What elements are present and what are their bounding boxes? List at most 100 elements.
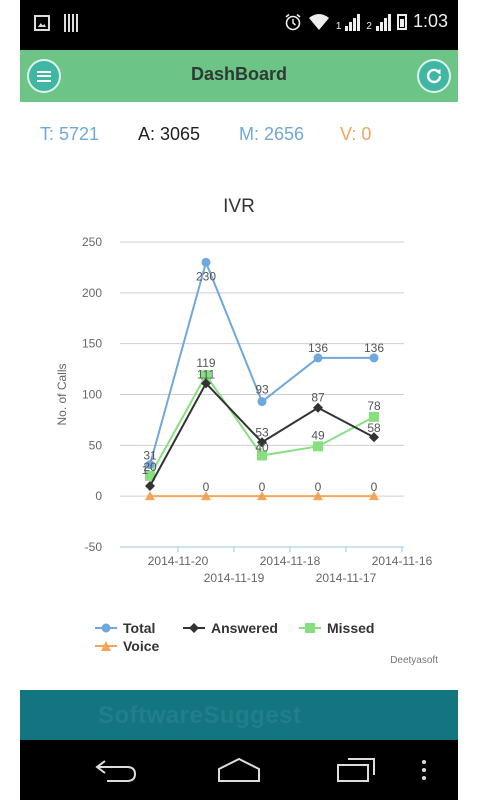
data-point-voice [257,491,267,501]
y-tick-label: -50 [85,540,103,554]
status-bar: 1 2 1:03 [20,0,458,50]
data-label: 31 [143,449,157,463]
data-point-missed [145,470,155,481]
y-tick-label: 200 [82,286,102,300]
footer-band: SoftwareSuggest [20,690,458,740]
app-screen: 1 2 1:03 DashBoard T: 5721 A: 3065 M: 26… [20,0,458,800]
chart-watermark: Deetyasoft [390,655,438,666]
y-tick-label: 50 [89,438,103,452]
data-label: 78 [367,399,381,413]
home-icon [218,757,260,782]
data-point-voice [313,491,323,501]
footer-watermark: SoftwareSuggest [98,702,302,729]
y-tick-label: 250 [82,235,102,249]
data-label: 0 [259,480,266,494]
signal-icon-2 [375,13,391,31]
x-tick-label: 2014-11-18 [260,554,321,568]
data-point-answered [369,432,379,443]
overflow-menu-button[interactable] [404,752,444,788]
data-label: 40 [255,441,269,455]
sim2-label: 2 [366,21,372,32]
legend-item-answered[interactable]: Answered [183,620,278,636]
y-tick-label: 100 [82,388,102,402]
stat-total: T: 5721 [40,124,100,144]
legend-item-voice[interactable]: Voice [95,638,159,654]
recents-button[interactable] [326,752,386,788]
back-icon [95,760,137,782]
data-label: 136 [364,341,384,355]
legend-answered-marker [183,623,205,633]
overflow-menu-icon [422,760,426,780]
legend-missed-marker [299,623,321,633]
data-point-total [313,353,323,363]
data-label: 58 [367,421,381,435]
data-point-voice [145,491,155,501]
legend-item-total[interactable]: Total [95,620,155,636]
data-point-total [257,397,267,407]
refresh-icon [426,68,442,84]
data-point-missed [369,411,379,422]
x-tick-label: 2014-11-17 [316,571,377,585]
call-stats: T: 5721 A: 3065 M: 2656 V: 0 [20,124,458,148]
data-point-missed [201,370,211,381]
data-label: 0 [203,480,210,494]
data-point-answered [201,378,211,389]
data-point-voice [201,491,211,501]
legend-voice-marker [95,641,117,651]
sim1-label: 1 [335,21,342,32]
data-point-missed [313,441,323,452]
x-tick-label: 2014-11-16 [372,554,433,568]
stat-voice: V: 0 [340,124,372,144]
wifi-icon [308,13,329,30]
battery-icon [396,13,407,30]
y-tick-label: 0 [95,489,102,503]
data-point-total [201,257,211,267]
data-label: 49 [311,428,325,442]
data-point-answered [145,481,155,491]
data-label: 0 [371,480,378,494]
data-label: 93 [255,383,269,397]
legend-total-marker [95,623,117,633]
data-label: 20 [143,460,157,474]
data-point-voice [369,491,379,501]
data-label: 87 [311,391,325,405]
navigation-bar [20,740,458,800]
menu-icon [37,70,51,82]
data-label: 230 [196,269,216,283]
legend-item-missed[interactable]: Missed [299,620,374,636]
app-header: DashBoard [20,50,458,102]
image-icon [34,15,50,31]
x-tick-label: 2014-11-19 [204,571,265,585]
data-point-missed [257,450,267,461]
data-point-answered [313,402,323,413]
y-axis-label: No. of Calls [55,363,69,425]
signal-icon [345,13,361,31]
legend-voice-label: Voice [123,638,160,654]
recents-icon [337,758,375,782]
refresh-button[interactable] [417,59,451,93]
stat-answered: A: 3065 [138,124,201,144]
y-tick-label: 150 [82,337,102,351]
clock: 1:03 [412,11,448,31]
data-label: 111 [197,367,216,381]
chart-title: IVR [223,196,255,217]
data-label: 136 [308,341,328,355]
home-button[interactable] [209,752,269,788]
alarm-icon [285,13,301,30]
legend-answered-label: Answered [211,620,278,636]
data-point-total [145,460,155,470]
stat-missed: M: 2656 [239,124,305,144]
menu-button[interactable] [27,59,61,93]
x-tick-label: 2014-11-20 [148,554,209,568]
barcode-icon [64,14,80,32]
data-label: 119 [196,356,215,370]
back-button[interactable] [86,752,146,788]
data-point-answered [257,437,267,448]
ivr-chart: -500501001502002502014-11-202014-11-1920… [55,235,433,585]
page-title: DashBoard [190,64,288,84]
data-label: 1 [142,463,149,477]
legend-total-label: Total [123,620,156,636]
data-label: 53 [255,425,269,439]
data-point-total [369,353,379,363]
data-label: 0 [315,480,322,494]
